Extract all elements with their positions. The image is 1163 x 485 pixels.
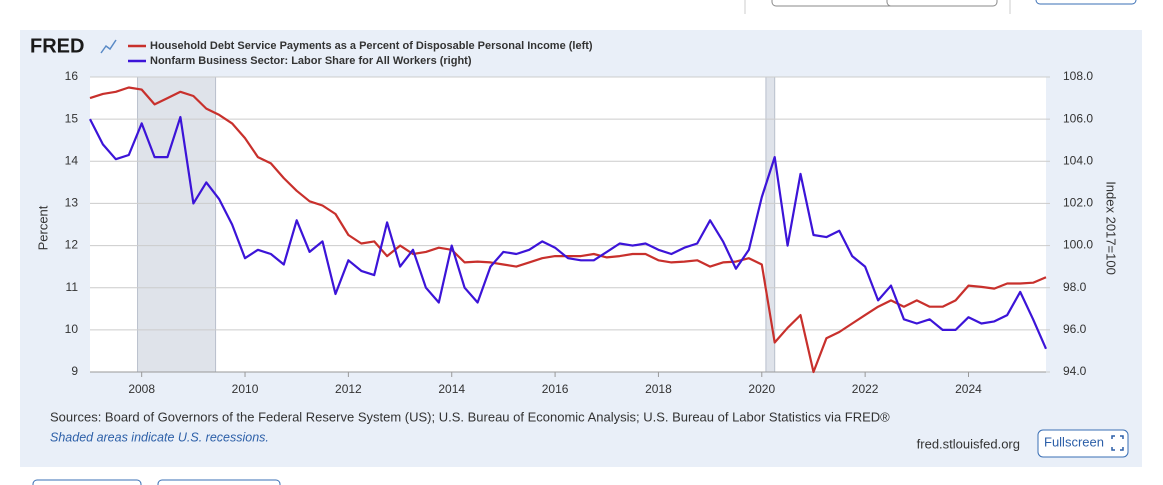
x-tick-label: 2022 (852, 382, 879, 396)
x-tick-label: 2010 (232, 382, 259, 396)
button[interactable] (32, 479, 142, 485)
y2-tick-label: 100.0 (1063, 238, 1093, 252)
y-tick-label: 16 (65, 69, 79, 83)
y2-tick-label: 96.0 (1063, 322, 1087, 336)
y-tick-label: 11 (66, 280, 79, 294)
x-tick-label: 2024 (955, 382, 982, 396)
x-tick-label: 2018 (645, 382, 672, 396)
x-tick-label: 2008 (128, 382, 155, 396)
sources: Sources: Board of Governors of the Feder… (50, 409, 890, 424)
y-axis-title: Percent (35, 205, 50, 250)
plot-area (90, 77, 1046, 372)
fullscreen-label: Fullscreen (1044, 434, 1104, 449)
button[interactable] (771, 0, 896, 7)
series-line (89, 86, 1047, 374)
legend-label: Household Debt Service Payments as a Per… (150, 40, 593, 52)
x-tick-label: 2020 (748, 382, 775, 396)
y-tick-label: 13 (65, 196, 79, 210)
y2-tick-label: 102.0 (1063, 196, 1093, 210)
recession-band (137, 76, 217, 373)
y-tick-label: 15 (65, 111, 79, 125)
button[interactable] (1035, 0, 1137, 5)
y2-axis-title: Index 2017=100 (1104, 181, 1119, 275)
y2-tick-label: 104.0 (1063, 153, 1093, 167)
x-tick-label: 2014 (438, 382, 465, 396)
y-tick-label: 12 (65, 238, 79, 252)
y-tick-label: 14 (65, 153, 79, 167)
x-tick-label: 2016 (542, 382, 569, 396)
y2-tick-label: 98.0 (1063, 280, 1087, 294)
legend-label: Nonfarm Business Sector: Labor Share for… (150, 55, 472, 67)
button[interactable] (157, 479, 281, 485)
recession-note: Shaded areas indicate U.S. recessions. (50, 430, 269, 444)
y2-tick-label: 108.0 (1063, 69, 1093, 83)
series-line (89, 115, 1048, 350)
y-tick-label: 9 (71, 364, 78, 378)
source-url: fred.stlouisfed.org (917, 436, 1020, 451)
recession-band (765, 76, 776, 373)
button[interactable] (886, 0, 998, 7)
fullscreen-button[interactable] (1037, 429, 1129, 458)
y2-tick-label: 94.0 (1063, 364, 1087, 378)
y-tick-label: 10 (65, 322, 79, 336)
logo: FRED (30, 35, 84, 57)
y2-tick-label: 106.0 (1063, 111, 1093, 125)
logo-icon (100, 39, 117, 54)
x-tick-label: 2012 (335, 382, 362, 396)
plot: 9 10 11 12 13 14 15 16 94.0 96.0 98.0 100.0 102.0 104… (65, 69, 1094, 396)
fullscreen-icon (1111, 435, 1124, 451)
